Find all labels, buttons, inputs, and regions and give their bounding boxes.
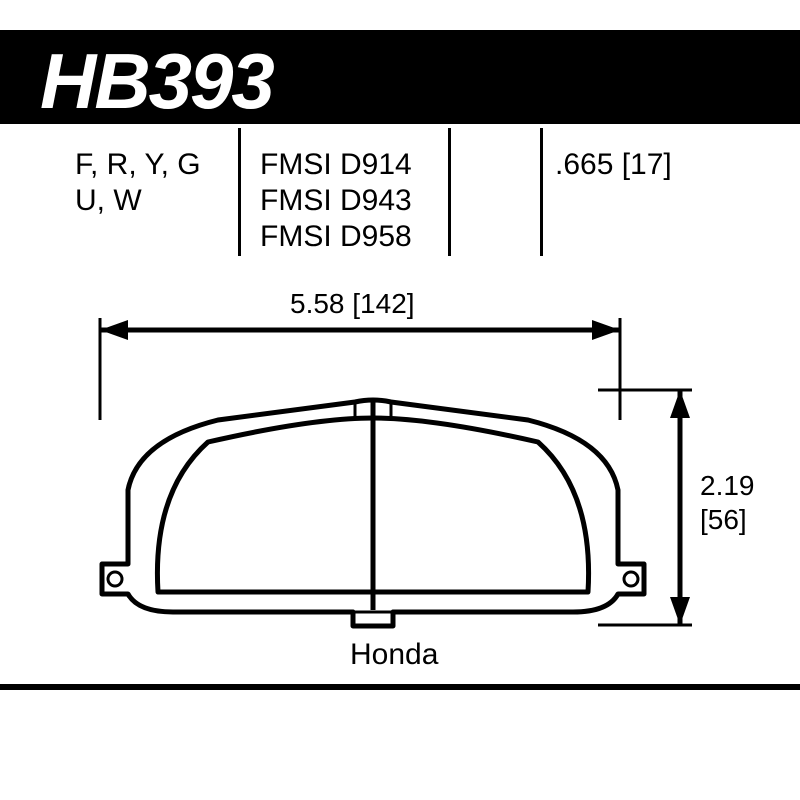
diagram-svg xyxy=(0,0,800,800)
